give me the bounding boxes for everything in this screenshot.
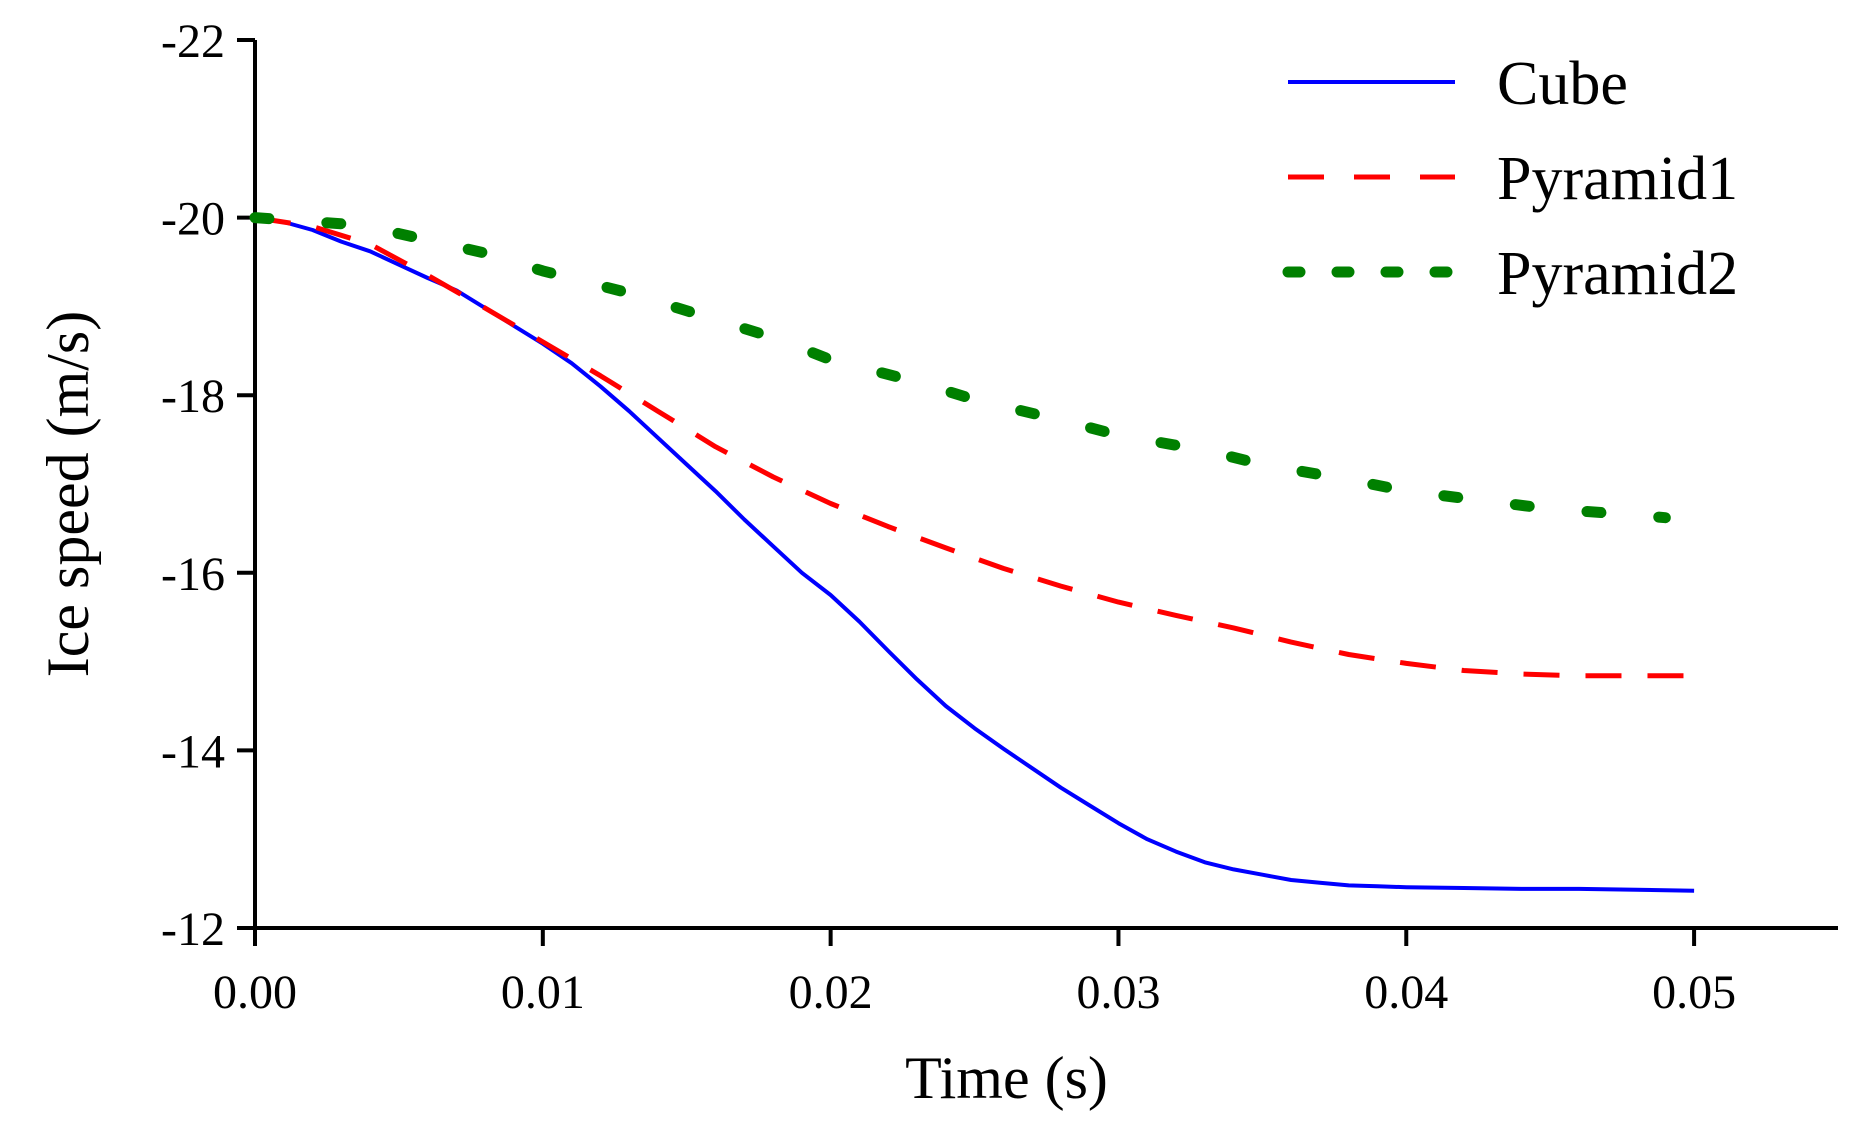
legend-label-cube: Cube <box>1497 50 1628 118</box>
series-line-cube <box>254 215 1695 893</box>
legend-label-pyramid1: Pyramid1 <box>1497 145 1738 213</box>
x-tick-label: 0.02 <box>789 966 873 1019</box>
x-tick-label: 0.04 <box>1364 966 1448 1019</box>
x-tick-label: 0.00 <box>213 966 297 1019</box>
legend-label-pyramid2: Pyramid2 <box>1497 240 1738 308</box>
y-tick-label: -22 <box>161 15 225 68</box>
x-tick-label: 0.01 <box>501 966 585 1019</box>
y-axis-title: Ice speed (m/s) <box>35 311 101 678</box>
y-tick-label: -18 <box>161 370 225 423</box>
y-tick-label: -14 <box>161 725 225 778</box>
x-tick-label: 0.05 <box>1652 966 1736 1019</box>
series-line-pyramid2 <box>249 212 1671 524</box>
y-tick-label: -16 <box>161 548 225 601</box>
plot-area: 0.00 0.01 0.02 0.03 0.04 0.05 -22 -20 -18 -16 -14 -… <box>35 15 1838 1111</box>
series-line-pyramid1 <box>254 215 1695 679</box>
y-tick-label: -12 <box>161 903 225 956</box>
x-axis-title: Time (s) <box>905 1045 1108 1111</box>
y-tick-label: -20 <box>161 193 225 246</box>
x-tick-label: 0.03 <box>1076 966 1160 1019</box>
